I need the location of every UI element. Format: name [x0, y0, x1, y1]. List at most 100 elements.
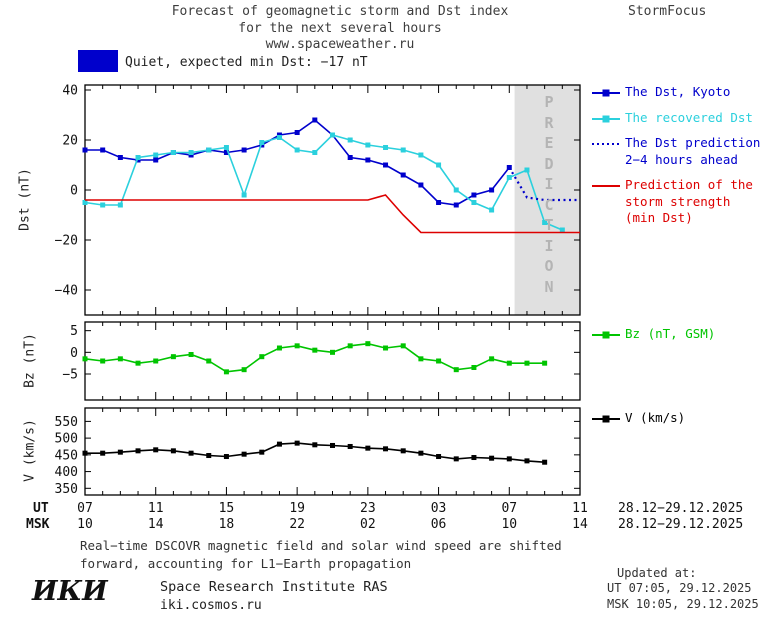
footnote: Real−time DSCOVR magnetic field and sola…: [80, 537, 562, 572]
data-point-marker: [206, 453, 212, 459]
data-point-marker: [542, 360, 548, 366]
data-point-marker: [400, 172, 406, 178]
title-line2: for the next several hours: [238, 20, 442, 36]
data-point-marker: [312, 442, 318, 448]
y-tick-label: 0: [70, 346, 78, 361]
legend-label: The recovered Dst: [625, 109, 753, 125]
footnote-line2: forward, accounting for L1−Earth propaga…: [80, 555, 412, 571]
data-point-marker: [259, 354, 265, 360]
recovered-dst-key-icon: [592, 115, 620, 122]
institute-name: Space Research Institute RAS: [160, 579, 388, 595]
y-tick-label: 400: [55, 465, 78, 480]
data-point-marker: [312, 347, 318, 353]
data-point-marker: [453, 367, 459, 373]
data-point-marker: [153, 358, 159, 364]
msk-axis-row: MSK 10 14 18 22 02 06 10 14 28.12−29.12.2025: [0, 517, 760, 533]
x-tick-label: 11: [572, 501, 588, 516]
data-point-marker: [100, 450, 106, 456]
legend-label: The Dst, Kyoto: [625, 84, 731, 99]
data-point-marker: [312, 150, 318, 155]
data-point-marker: [347, 155, 353, 160]
x-tick-label: 23: [360, 501, 376, 516]
data-point-marker: [241, 147, 247, 153]
prediction-zone-label: P R E D I C T I O N: [544, 93, 554, 296]
data-point-marker: [241, 192, 247, 198]
data-point-marker: [383, 446, 389, 452]
data-point-marker: [241, 451, 247, 457]
storm-level-swatch: [78, 50, 118, 72]
data-point-marker: [117, 449, 123, 455]
page-title: Forecast of geomagnetic storm and Dst in…: [80, 4, 600, 54]
y-tick-label: 40: [62, 84, 78, 99]
data-point-marker: [170, 150, 176, 155]
data-point-marker: [276, 345, 282, 351]
data-point-marker: [259, 449, 265, 455]
data-point-marker: [223, 150, 229, 155]
updated-msk-time: MSK 10:05, 29.12.2025: [607, 597, 759, 611]
data-point-marker: [365, 445, 371, 451]
data-point-marker: [365, 157, 371, 163]
x-tick-label: 18: [218, 517, 235, 532]
data-point-marker: [294, 440, 300, 446]
updated-at-label: Updated at:: [617, 566, 697, 580]
legend-label: Bz (nT, GSM): [625, 326, 716, 341]
data-point-marker: [135, 155, 141, 160]
data-point-marker: [524, 360, 530, 366]
storm-strength-key-icon: [592, 185, 620, 187]
bz-plot-svg: 5 0 −5: [62, 321, 581, 401]
iki-logo: ИКИ: [32, 576, 108, 607]
data-point-marker: [542, 459, 548, 465]
data-point-marker: [294, 130, 300, 135]
updated-ut-time: UT 07:05, 29.12.2025: [607, 581, 752, 595]
data-point-marker: [241, 367, 247, 373]
x-tick-label: 11: [147, 501, 164, 516]
data-point-marker: [400, 343, 406, 349]
legend-label: Prediction of the storm strength (min Dst): [625, 177, 753, 225]
data-point-marker: [489, 207, 495, 213]
data-point-marker: [82, 356, 88, 362]
legend-entry: The Dst, Kyoto: [592, 84, 760, 101]
dst-chart: 40 20 0 −20 −40: [30, 75, 590, 325]
data-point-marker: [506, 360, 512, 366]
data-point-marker: [383, 145, 389, 150]
data-point-marker: [153, 157, 159, 163]
data-point-marker: [418, 356, 424, 362]
plot-frame: [84, 321, 581, 401]
dst-axis-label: Dst (nT): [17, 168, 33, 231]
institute-site-link[interactable]: iki.cosmos.ru: [160, 598, 262, 613]
data-point-marker: [559, 227, 565, 233]
data-point-marker: [82, 450, 88, 456]
data-point-marker: [453, 456, 459, 462]
data-point-marker: [312, 117, 318, 123]
data-point-marker: [330, 132, 335, 138]
legend-entry: Prediction of the storm strength (min Dst): [592, 177, 760, 227]
y-tick-label: 350: [55, 482, 78, 497]
dst-kyoto-key-icon: [592, 89, 620, 97]
series-line: [84, 134, 563, 231]
dst-plot-svg: 40 20 0 −20 −40: [55, 84, 581, 316]
data-point-marker: [436, 358, 442, 364]
data-point-marker: [418, 450, 424, 456]
x-tick-label: 14: [147, 517, 164, 532]
dst-legend: The Dst, Kyoto The recovered Dst The Dst p…: [592, 84, 760, 236]
data-point-marker: [135, 448, 141, 454]
data-point-marker: [436, 162, 442, 168]
bz-chart: 5 0 −5: [30, 312, 590, 410]
data-point-marker: [153, 447, 159, 453]
data-point-marker: [223, 369, 229, 375]
legend-entry: V (km/s): [592, 410, 760, 427]
v-axis-label: V (km/s): [22, 419, 38, 482]
data-point-marker: [471, 455, 477, 461]
v-key-icon: [592, 415, 620, 423]
data-point-marker: [294, 147, 300, 153]
data-point-marker: [453, 187, 459, 193]
data-point-marker: [347, 343, 353, 349]
data-point-marker: [135, 360, 141, 366]
data-point-marker: [436, 454, 442, 460]
data-point-marker: [100, 358, 106, 364]
data-point-marker: [471, 200, 477, 205]
data-point-marker: [453, 202, 459, 208]
legend-label: V (km/s): [625, 410, 686, 425]
x-tick-label: 14: [572, 517, 588, 532]
data-point-marker: [259, 140, 265, 145]
